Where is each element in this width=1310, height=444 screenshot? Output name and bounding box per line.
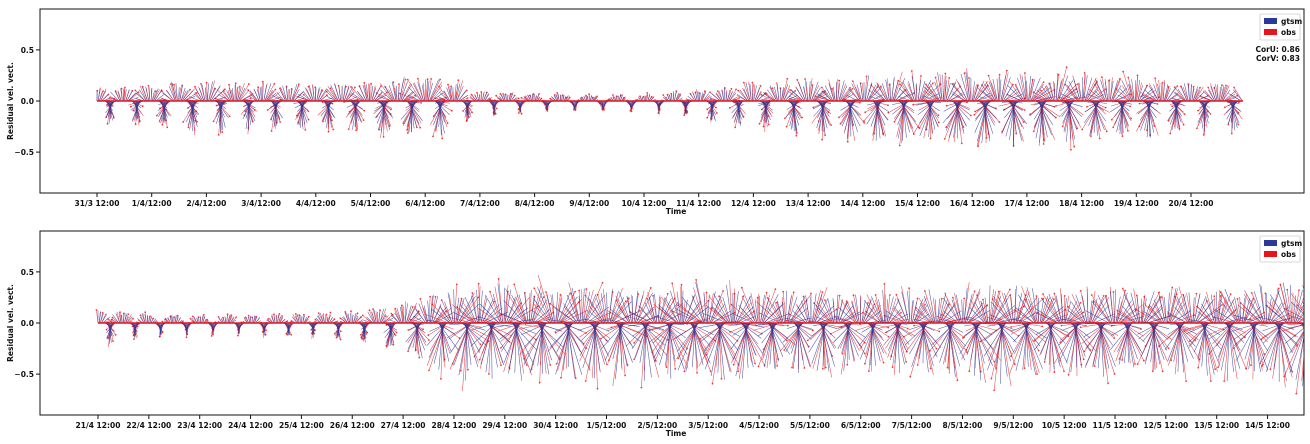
panel-bottom: 0.5 0.0 −0.5 Residual vel. vect. 21/4 12:00 2… — [6, 230, 1305, 438]
x-tick-label: 12/5 12:00 — [1143, 421, 1188, 430]
x-tick-label: 7/4/12:00 — [460, 199, 500, 208]
x-tick-label: 27/4 12:00 — [381, 421, 426, 430]
y-tick-label: −0.5 — [14, 370, 34, 379]
x-tick-label: 13/5 12:00 — [1194, 421, 1239, 430]
x-tick-label: 5/4/12:00 — [351, 199, 391, 208]
y-tick-label: 0.0 — [21, 97, 34, 106]
x-tick-label: 28/4 12:00 — [432, 421, 477, 430]
x-tick-label: 31/3 12:00 — [75, 199, 120, 208]
x-tick-label: 11/4 12:00 — [676, 199, 721, 208]
x-tick-label: 9/4/12:00 — [569, 199, 609, 208]
x-tick-label: 6/5/12:00 — [841, 421, 881, 430]
x-tick-label: 9/5/12:00 — [993, 421, 1033, 430]
legend-swatch-gtsm — [1264, 240, 1277, 246]
x-tick-label: 22/4 12:00 — [126, 421, 171, 430]
legend-label-gtsm: gtsm — [1281, 239, 1302, 248]
gtsm-vectors — [97, 282, 1304, 387]
x-tick-label: 23/4 12:00 — [177, 421, 222, 430]
x-tick-label: 4/5/12:00 — [739, 421, 779, 430]
legend-label-obs: obs — [1281, 28, 1297, 37]
x-tick-label: 10/4 12:00 — [622, 199, 667, 208]
y-tick-label: 0.5 — [21, 268, 34, 277]
correlation-stat: CorV: 0.83 — [1256, 54, 1300, 63]
legend-label-obs: obs — [1281, 250, 1297, 259]
x-tick-label: 4/4/12:00 — [296, 199, 336, 208]
x-tick-label: 3/5/12:00 — [688, 421, 728, 430]
x-tick-label: 7/5/12:00 — [892, 421, 932, 430]
x-tick-label: 8/5/12:00 — [943, 421, 983, 430]
legend: gtsm obs — [1259, 235, 1302, 263]
x-axis-label: Time — [666, 429, 687, 438]
panel-top: 0.5 0.0 −0.5 Residual vel. vect. 31/3 12:00 1… — [6, 8, 1305, 216]
x-tick-label: 1/4/12:00 — [132, 199, 172, 208]
x-tick-label: 16/4 12:00 — [950, 199, 995, 208]
y-tick-label: 0.0 — [21, 319, 34, 328]
x-tick-label: 19/4 12:00 — [1114, 199, 1159, 208]
legend: gtsm obs — [1259, 13, 1302, 41]
x-tick-label: 30/4 12:00 — [533, 421, 578, 430]
legend-label-gtsm: gtsm — [1281, 17, 1302, 26]
x-tick-label: 24/4 12:00 — [228, 421, 273, 430]
x-tick-label: 5/5/12:00 — [790, 421, 830, 430]
legend-swatch-obs — [1264, 251, 1277, 257]
y-axis-label: Residual vel. vect. — [6, 284, 15, 362]
x-tick-label: 8/4/12:00 — [515, 199, 555, 208]
x-tick-label: 15/4 12:00 — [895, 199, 940, 208]
legend-swatch-gtsm — [1264, 18, 1277, 24]
x-tick-label: 10/5 12:00 — [1042, 421, 1087, 430]
x-tick-label: 21/4 12:00 — [76, 421, 121, 430]
x-tick-label: 14/5 12:00 — [1245, 421, 1290, 430]
y-axis-label: Residual vel. vect. — [6, 62, 15, 140]
x-axis-label: Time — [666, 207, 687, 216]
x-tick-label: 17/4 12:00 — [1004, 199, 1049, 208]
y-tick-label: 0.5 — [21, 46, 34, 55]
x-tick-label: 3/4/12:00 — [241, 199, 281, 208]
x-tick-label: 2/5/12:00 — [637, 421, 677, 430]
x-tick-label: 2/4/12:00 — [187, 199, 227, 208]
x-tick-label: 14/4 12:00 — [840, 199, 885, 208]
correlation-stat: CorU: 0.86 — [1255, 45, 1300, 54]
y-tick-label: −0.5 — [14, 148, 34, 157]
x-tick-label: 6/4/12:00 — [405, 199, 445, 208]
legend-swatch-obs — [1264, 29, 1277, 35]
x-tick-label: 12/4 12:00 — [731, 199, 776, 208]
x-tick-label: 11/5 12:00 — [1093, 421, 1138, 430]
x-tick-label: 13/4 12:00 — [786, 199, 831, 208]
x-tick-label: 25/4 12:00 — [279, 421, 324, 430]
x-tick-label: 1/5/12:00 — [587, 421, 627, 430]
x-tick-label: 18/4 12:00 — [1059, 199, 1104, 208]
x-tick-label: 29/4 12:00 — [482, 421, 527, 430]
x-tick-label: 20/4 12:00 — [1169, 199, 1214, 208]
x-tick-label: 26/4 12:00 — [330, 421, 375, 430]
